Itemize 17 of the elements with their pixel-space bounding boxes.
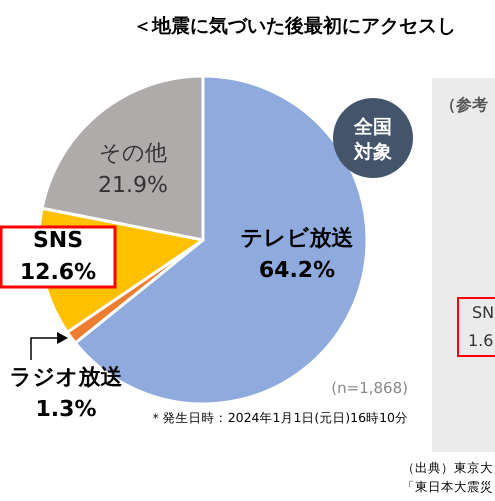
text: （参考 — [440, 95, 488, 114]
text: （出典）東京大 — [402, 460, 493, 475]
slice-label: テレビ放送 — [240, 226, 354, 251]
text: ＊発生日時：2024年1月1日(元日)16時10分 — [150, 410, 408, 425]
data-label: 64.2% — [258, 258, 336, 283]
data-label: 12.6% — [20, 260, 96, 285]
slice-label: ラジオ放送 — [10, 365, 122, 390]
text: 1.6 — [468, 331, 494, 350]
slice-label: SNS — [32, 228, 84, 253]
text: 「東日本大震災 — [402, 479, 493, 494]
data-label: 1.3% — [35, 397, 97, 422]
text: SN — [472, 303, 494, 322]
data-label: 21.9% — [98, 173, 168, 198]
text: (n=1,868) — [331, 379, 408, 397]
slice-label: その他 — [99, 141, 167, 166]
text: 全国対象 — [353, 116, 392, 163]
chart-title: ＜地震に気づいた後最初にアクセスし — [133, 15, 456, 37]
